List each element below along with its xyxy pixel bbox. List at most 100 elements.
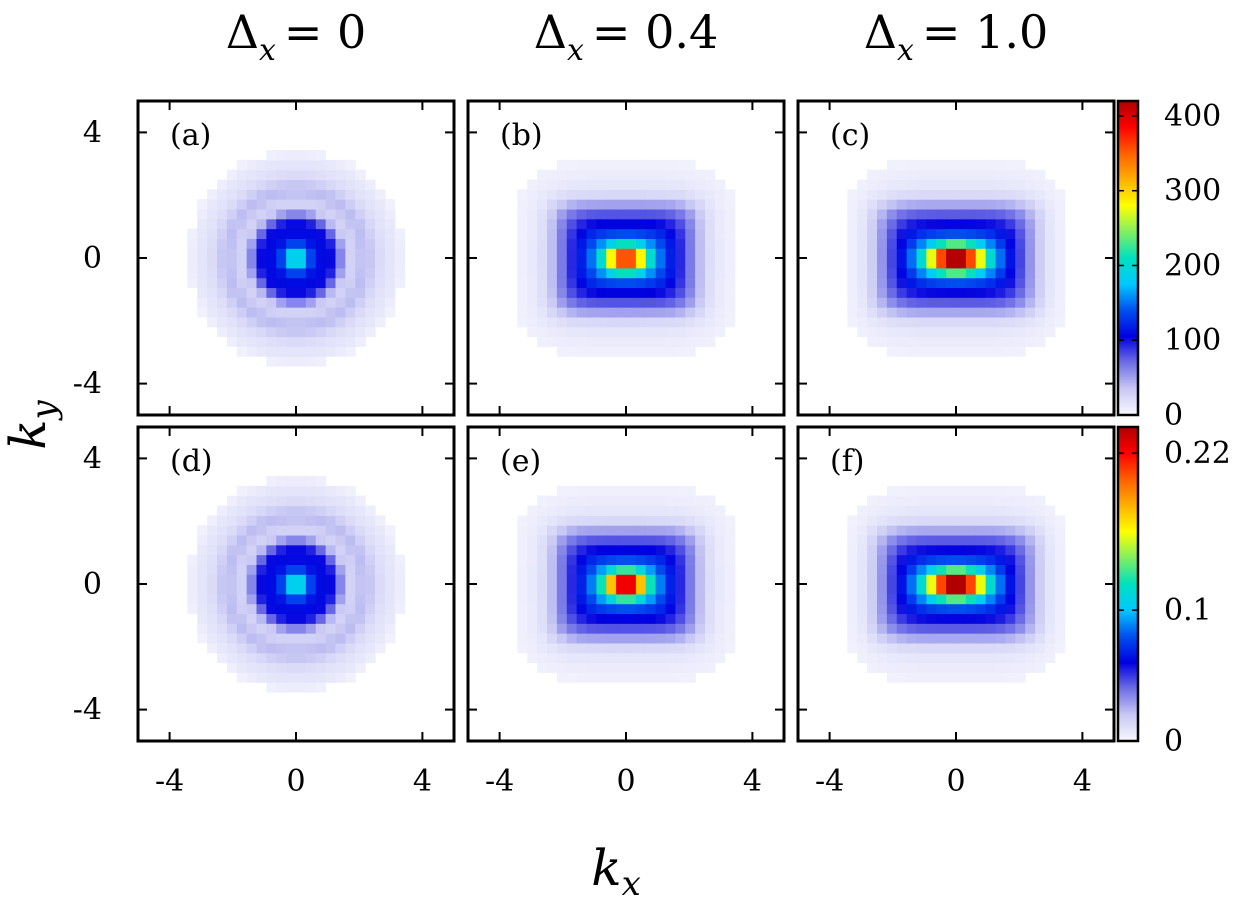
heatmap-cell — [995, 534, 1006, 546]
heatmap-cell — [365, 238, 376, 249]
heatmap-cell — [256, 584, 267, 595]
heatmap-cell — [877, 623, 888, 634]
heatmap-cell — [266, 574, 277, 585]
heatmap-cell — [537, 515, 548, 526]
heatmap-cell — [217, 544, 228, 556]
heatmap-cell — [547, 623, 558, 634]
heatmap-cell — [1015, 515, 1026, 526]
heatmap-cell — [226, 515, 238, 526]
heatmap-cell — [626, 169, 637, 181]
heatmap-cell — [345, 603, 356, 615]
heatmap-cell — [655, 623, 667, 634]
heatmap-cell — [985, 277, 997, 289]
heatmap-cell — [635, 238, 647, 249]
heatmap-cell — [537, 584, 548, 595]
heatmap-cell — [236, 189, 248, 200]
heatmap-cell — [1044, 238, 1056, 249]
heatmap-cell — [975, 652, 987, 664]
column-title-1: Δx = 0 — [226, 5, 367, 68]
heatmap-cell — [226, 208, 238, 220]
heatmap-cell — [857, 248, 868, 259]
heatmap-cell — [867, 574, 878, 585]
heatmap-cell — [586, 218, 597, 230]
heatmap-cell — [517, 623, 528, 634]
heatmap-cell — [847, 297, 858, 308]
heatmap-cell — [365, 189, 376, 200]
heatmap-cell — [965, 495, 977, 507]
heatmap-cell — [1025, 505, 1036, 516]
heatmap-cell — [547, 593, 558, 605]
heatmap-cell — [335, 564, 346, 575]
heatmap-cell — [266, 534, 277, 546]
heatmap-cell — [236, 515, 248, 526]
heatmap-cell — [645, 672, 657, 683]
heatmap-cell — [375, 228, 386, 239]
heatmap-cell — [246, 189, 258, 200]
heatmap-cell — [906, 316, 918, 328]
heatmap-cell — [236, 505, 248, 516]
heatmap-cell — [705, 307, 716, 318]
heatmap-cell — [586, 534, 597, 546]
heatmap-cell — [527, 228, 538, 239]
heatmap-cell — [1005, 248, 1016, 259]
heatmap-cell — [1025, 564, 1036, 575]
heatmap-cell — [1015, 169, 1026, 181]
heatmap-cell — [276, 662, 287, 673]
heatmap-cell — [537, 277, 548, 289]
heatmap-cell — [1005, 159, 1016, 171]
heatmap-cell — [705, 316, 716, 328]
heatmap-cell — [586, 287, 597, 298]
heatmap-cell — [576, 179, 588, 190]
heatmap-cell — [655, 287, 667, 298]
heatmap-cell — [886, 258, 898, 269]
heatmap-cell — [1025, 633, 1036, 644]
heatmap-cell — [1025, 238, 1036, 249]
heatmap-cell — [1035, 189, 1046, 200]
heatmap-cell — [916, 593, 927, 605]
heatmap-cell — [576, 189, 588, 200]
heatmap-cell — [886, 505, 898, 516]
heatmap-cell — [527, 258, 538, 269]
heatmap-cell — [675, 326, 686, 338]
heatmap-cell — [276, 544, 287, 556]
heatmap-cell — [985, 316, 997, 328]
heatmap-cell — [394, 564, 406, 575]
heatmap-cell — [365, 534, 376, 546]
heatmap-cell — [645, 287, 657, 298]
heatmap-cell — [695, 208, 706, 220]
heatmap-cell — [985, 346, 997, 357]
heatmap-cell — [305, 584, 317, 595]
heatmap-cell — [985, 238, 997, 249]
heatmap-cell — [566, 574, 578, 585]
heatmap-cell — [566, 633, 578, 644]
heatmap-cell — [305, 672, 317, 683]
heatmap-cell — [916, 189, 927, 200]
heatmap-cell — [547, 603, 558, 615]
heatmap-cell — [556, 662, 568, 673]
heatmap-cell — [995, 258, 1006, 269]
heatmap-cell — [724, 218, 736, 230]
heatmap-cell — [847, 515, 858, 526]
heatmap-cell — [305, 633, 317, 644]
heatmap-cell — [286, 534, 297, 546]
heatmap-cell — [965, 574, 977, 585]
heatmap-cell — [236, 218, 248, 230]
heatmap-cell — [217, 534, 228, 546]
heatmap-cell — [645, 525, 657, 536]
heatmap-cell — [1015, 495, 1026, 507]
heatmap-cell — [645, 652, 657, 664]
heatmap-cell — [956, 652, 967, 664]
heatmap-cell — [1035, 564, 1046, 575]
heatmap-cell — [556, 672, 568, 683]
heatmap-cell — [857, 238, 868, 249]
heatmap-cell — [606, 189, 617, 200]
heatmap-cell — [596, 218, 607, 230]
heatmap-cell — [335, 485, 346, 497]
heatmap-cell — [355, 307, 366, 318]
heatmap-cell — [606, 287, 617, 298]
heatmap-cell — [956, 179, 967, 190]
heatmap-cell — [596, 633, 607, 644]
heatmap-cell — [547, 228, 558, 239]
heatmap-cell — [586, 199, 597, 210]
heatmap-cell — [345, 642, 356, 654]
